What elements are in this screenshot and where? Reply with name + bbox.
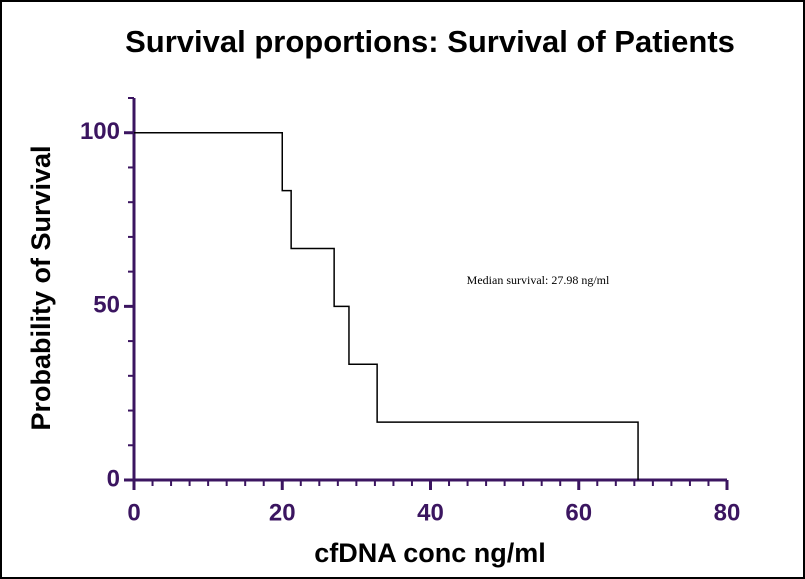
y-tick-label: 100: [80, 118, 120, 145]
y-tick-label: 0: [107, 465, 120, 492]
x-tick-label: 40: [417, 499, 444, 526]
y-axis-label: Probability of Survival: [26, 145, 56, 430]
y-tick-label: 50: [93, 292, 120, 319]
survival-curve: [134, 131, 639, 480]
annotation: Median survival: 27.98 ng/ml: [467, 273, 610, 287]
x-tick-label: 0: [127, 499, 140, 526]
x-tick-label: 60: [565, 499, 592, 526]
x-tick-label: 80: [714, 499, 741, 526]
x-axis-label: cfDNA conc ng/ml: [314, 538, 546, 568]
chart-title: Survival proportions: Survival of Patien…: [125, 24, 735, 59]
x-tick-label: 20: [269, 499, 296, 526]
